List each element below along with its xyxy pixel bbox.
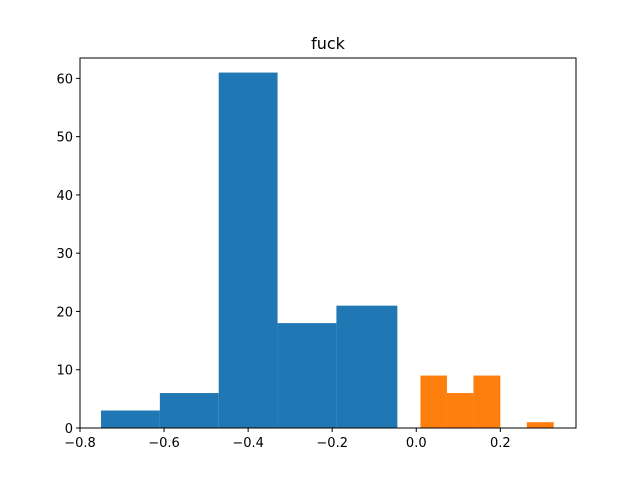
- x-tick-label: 0.0: [406, 436, 427, 451]
- y-tick-label: 30: [56, 247, 73, 262]
- y-tick-label: 20: [56, 305, 73, 320]
- x-tick-label: −0.4: [232, 436, 264, 451]
- x-tick-label: 0.2: [490, 436, 511, 451]
- y-tick-label: 50: [56, 131, 73, 146]
- x-tick-label: −0.6: [148, 436, 180, 451]
- plot-frame: [79, 57, 577, 429]
- histogram-bar-s0-b0: [101, 410, 160, 428]
- histogram-bar-s1-b2: [473, 375, 501, 428]
- y-tick-label: 0: [65, 422, 73, 437]
- histogram-bar-s0-b1: [159, 393, 219, 428]
- y-tick-label: 10: [56, 364, 73, 379]
- chart-title: fuck: [311, 34, 346, 53]
- bars-group: [101, 72, 554, 429]
- histogram-bar-s1-b1: [446, 393, 474, 428]
- x-tick-label: −0.2: [316, 436, 348, 451]
- histogram-bar-s1-b4: [526, 422, 554, 428]
- y-tick-label: 40: [56, 189, 73, 204]
- histogram-bar-s0-b2: [218, 72, 278, 429]
- histogram-bar-s0-b4: [336, 305, 398, 428]
- histogram-bar-s1-b0: [420, 375, 447, 428]
- x-axis-ticks: −0.8 −0.6 −0.4 −0.2 0.0 0.2: [64, 428, 511, 451]
- histogram-bar-s0-b3: [277, 323, 337, 428]
- x-tick-label: −0.8: [64, 436, 96, 451]
- y-tick-label: 60: [56, 72, 73, 87]
- y-axis-ticks: 0 10 20 30 40 50 60: [56, 72, 80, 437]
